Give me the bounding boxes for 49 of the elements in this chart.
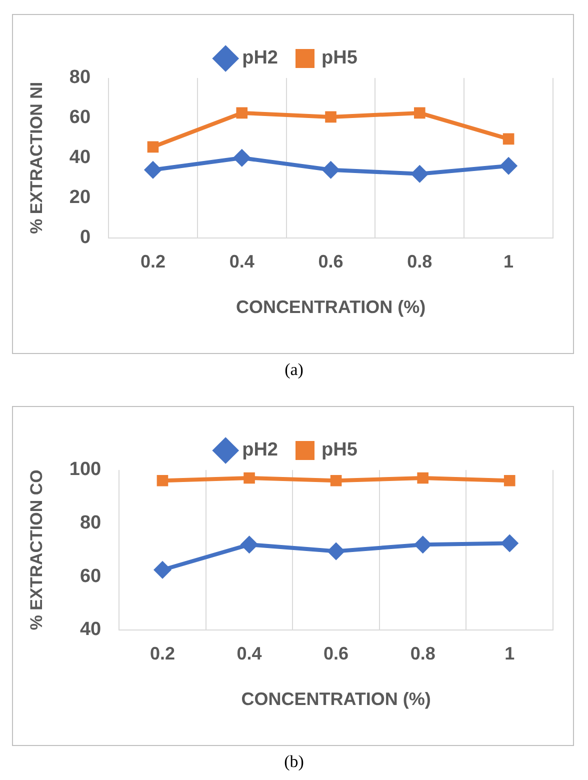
point xyxy=(500,156,518,175)
y-axis-title: % EXTRACTION CO xyxy=(26,470,46,630)
legend-label: pH2 xyxy=(242,48,278,69)
point xyxy=(322,160,340,179)
y-axis-title: % EXTRACTION NI xyxy=(26,82,46,234)
x-tick-label: 1 xyxy=(504,644,515,664)
point xyxy=(144,160,162,179)
y-tick-label: 60 xyxy=(69,107,91,128)
y-tick-label: 60 xyxy=(80,566,102,587)
y-tick-label: 20 xyxy=(69,187,91,208)
point xyxy=(504,474,516,486)
point xyxy=(153,560,172,579)
y-tick-label: 40 xyxy=(69,147,91,168)
point xyxy=(156,474,168,486)
legend-label: pH5 xyxy=(322,440,358,461)
x-tick-label: 0.4 xyxy=(229,252,254,272)
y-tick-label: 40 xyxy=(80,619,102,640)
point xyxy=(240,536,258,554)
x-tick-label: 0.8 xyxy=(407,252,432,272)
point xyxy=(232,148,251,167)
point xyxy=(325,111,336,123)
x-axis-title: CONCENTRATION (%) xyxy=(241,689,431,710)
y-tick-label: 0 xyxy=(80,227,91,248)
x-tick-label: 0.8 xyxy=(410,644,436,664)
point xyxy=(410,164,429,183)
point xyxy=(244,472,255,484)
point xyxy=(147,141,159,153)
legend-label: pH5 xyxy=(322,48,358,69)
x-tick-label: 0.4 xyxy=(236,644,262,664)
x-tick-label: 1 xyxy=(504,252,514,272)
y-tick-label: 80 xyxy=(80,512,102,534)
text: (a) xyxy=(284,360,304,380)
x-tick-label: 0.2 xyxy=(140,252,166,272)
x-tick-label: 0.6 xyxy=(318,252,344,272)
point xyxy=(236,107,248,119)
point xyxy=(502,133,514,145)
legend-label: pH2 xyxy=(242,440,278,461)
point xyxy=(417,472,428,484)
point xyxy=(500,534,519,552)
y-tick-label: 80 xyxy=(69,67,91,88)
point xyxy=(414,536,432,554)
point xyxy=(330,474,342,486)
point xyxy=(327,542,346,560)
x-tick-label: 0.2 xyxy=(150,644,176,664)
point xyxy=(414,107,426,119)
x-tick-label: 0.6 xyxy=(324,644,349,664)
y-tick-label: 100 xyxy=(69,459,102,480)
text: (b) xyxy=(283,752,305,772)
x-axis-title: CONCENTRATION (%) xyxy=(236,297,426,318)
